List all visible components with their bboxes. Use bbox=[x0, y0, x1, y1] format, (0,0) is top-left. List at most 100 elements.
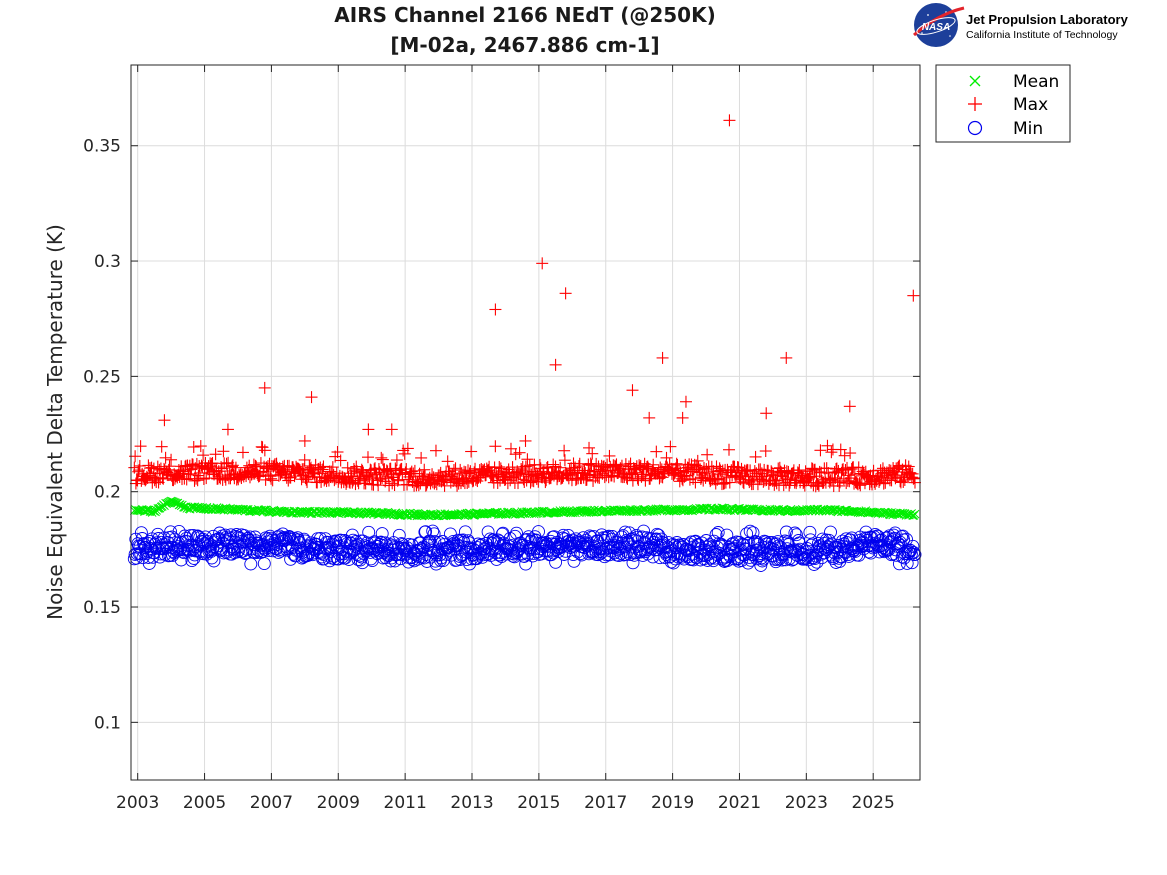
max-point bbox=[390, 454, 403, 467]
x-tick-label: 2011 bbox=[384, 793, 427, 813]
min-point bbox=[257, 557, 271, 571]
max-point bbox=[483, 460, 496, 473]
min-point bbox=[567, 554, 581, 568]
max-point bbox=[415, 451, 428, 464]
jpl-logo: NASA Jet Propulsion Laboratory Californi… bbox=[913, 3, 1129, 47]
max-point bbox=[523, 459, 536, 472]
max-point bbox=[282, 474, 295, 487]
min-point bbox=[520, 532, 534, 546]
max-point bbox=[346, 476, 359, 489]
plot-frame bbox=[130, 64, 921, 781]
mean-point bbox=[603, 507, 613, 516]
max-point bbox=[569, 473, 582, 486]
min-point bbox=[392, 528, 406, 542]
max-point bbox=[156, 471, 169, 484]
max-point bbox=[249, 459, 262, 472]
max-point bbox=[429, 444, 442, 457]
max-point bbox=[371, 474, 384, 487]
max-point bbox=[142, 459, 155, 472]
min-point bbox=[134, 526, 148, 540]
max-point bbox=[159, 451, 172, 464]
max-point bbox=[462, 464, 475, 477]
grid-lines bbox=[131, 65, 920, 780]
max-point bbox=[602, 471, 615, 484]
max-point bbox=[814, 444, 827, 457]
max-point bbox=[808, 463, 821, 476]
mean-point bbox=[880, 507, 890, 517]
min-point bbox=[905, 556, 919, 570]
max-point bbox=[449, 462, 462, 475]
max-point bbox=[194, 440, 207, 453]
legend-max-label: Max bbox=[1013, 95, 1048, 115]
max-point bbox=[341, 461, 354, 474]
legend-mean-label: Mean bbox=[1013, 72, 1059, 92]
y-tick-label: 0.25 bbox=[83, 367, 121, 387]
mean-point bbox=[908, 511, 918, 520]
max-outlier-point bbox=[536, 257, 549, 270]
x-tick-label: 2023 bbox=[785, 793, 828, 813]
max-point bbox=[902, 460, 915, 473]
nasa-meatball-icon: NASA bbox=[913, 3, 965, 47]
max-point bbox=[331, 446, 344, 459]
max-point bbox=[472, 471, 485, 484]
max-point bbox=[165, 453, 178, 466]
max-point bbox=[839, 464, 852, 477]
min-point bbox=[789, 528, 803, 542]
min-point bbox=[420, 555, 434, 568]
max-point bbox=[518, 475, 531, 488]
min-point bbox=[586, 546, 599, 559]
jpl-org-sub: California Institute of Technology bbox=[966, 29, 1118, 41]
max-point bbox=[558, 454, 571, 467]
legend-max-marker bbox=[968, 97, 982, 111]
max-point bbox=[247, 458, 260, 471]
min-point bbox=[906, 539, 920, 553]
max-point bbox=[265, 472, 278, 485]
max-point bbox=[376, 453, 389, 466]
max-point bbox=[151, 460, 164, 473]
max-point bbox=[770, 477, 783, 490]
max-point bbox=[215, 462, 228, 475]
max-point bbox=[626, 474, 639, 487]
mean-point bbox=[810, 504, 819, 514]
x-tick-label: 2015 bbox=[517, 793, 560, 813]
min-point bbox=[362, 525, 376, 539]
x-tick-label: 2007 bbox=[250, 793, 293, 813]
max-point bbox=[288, 470, 301, 483]
max-outlier-point bbox=[676, 411, 689, 424]
min-point bbox=[810, 555, 824, 569]
x-tick-label: 2013 bbox=[450, 793, 493, 813]
max-point bbox=[401, 442, 414, 455]
max-point bbox=[691, 454, 704, 467]
min-point bbox=[566, 548, 580, 562]
max-outlier-point bbox=[559, 287, 572, 300]
min-point bbox=[374, 535, 388, 549]
max-point bbox=[495, 464, 508, 477]
min-point bbox=[483, 542, 496, 556]
max-point bbox=[426, 468, 439, 481]
series-max bbox=[128, 114, 921, 493]
min-point bbox=[523, 543, 537, 557]
max-point bbox=[258, 444, 271, 457]
min-point bbox=[451, 533, 465, 547]
max-outlier-point bbox=[643, 411, 656, 424]
legend-min-label: Min bbox=[1013, 119, 1043, 139]
max-point bbox=[209, 448, 222, 461]
max-point bbox=[843, 475, 856, 488]
max-point bbox=[573, 457, 586, 470]
max-point bbox=[582, 458, 595, 471]
max-outlier-point bbox=[385, 423, 398, 436]
max-point bbox=[890, 462, 903, 475]
max-outlier-point bbox=[760, 407, 773, 420]
max-point bbox=[712, 465, 725, 478]
max-point bbox=[568, 464, 581, 477]
max-point bbox=[803, 471, 816, 484]
mean-point bbox=[726, 506, 736, 515]
max-point bbox=[279, 468, 292, 481]
max-point bbox=[134, 440, 147, 453]
plot-background bbox=[131, 65, 920, 780]
max-point bbox=[236, 446, 249, 459]
min-point bbox=[434, 551, 448, 565]
mean-point bbox=[848, 506, 857, 516]
max-outlier-point bbox=[305, 391, 318, 404]
x-tick-label: 2003 bbox=[116, 793, 159, 813]
